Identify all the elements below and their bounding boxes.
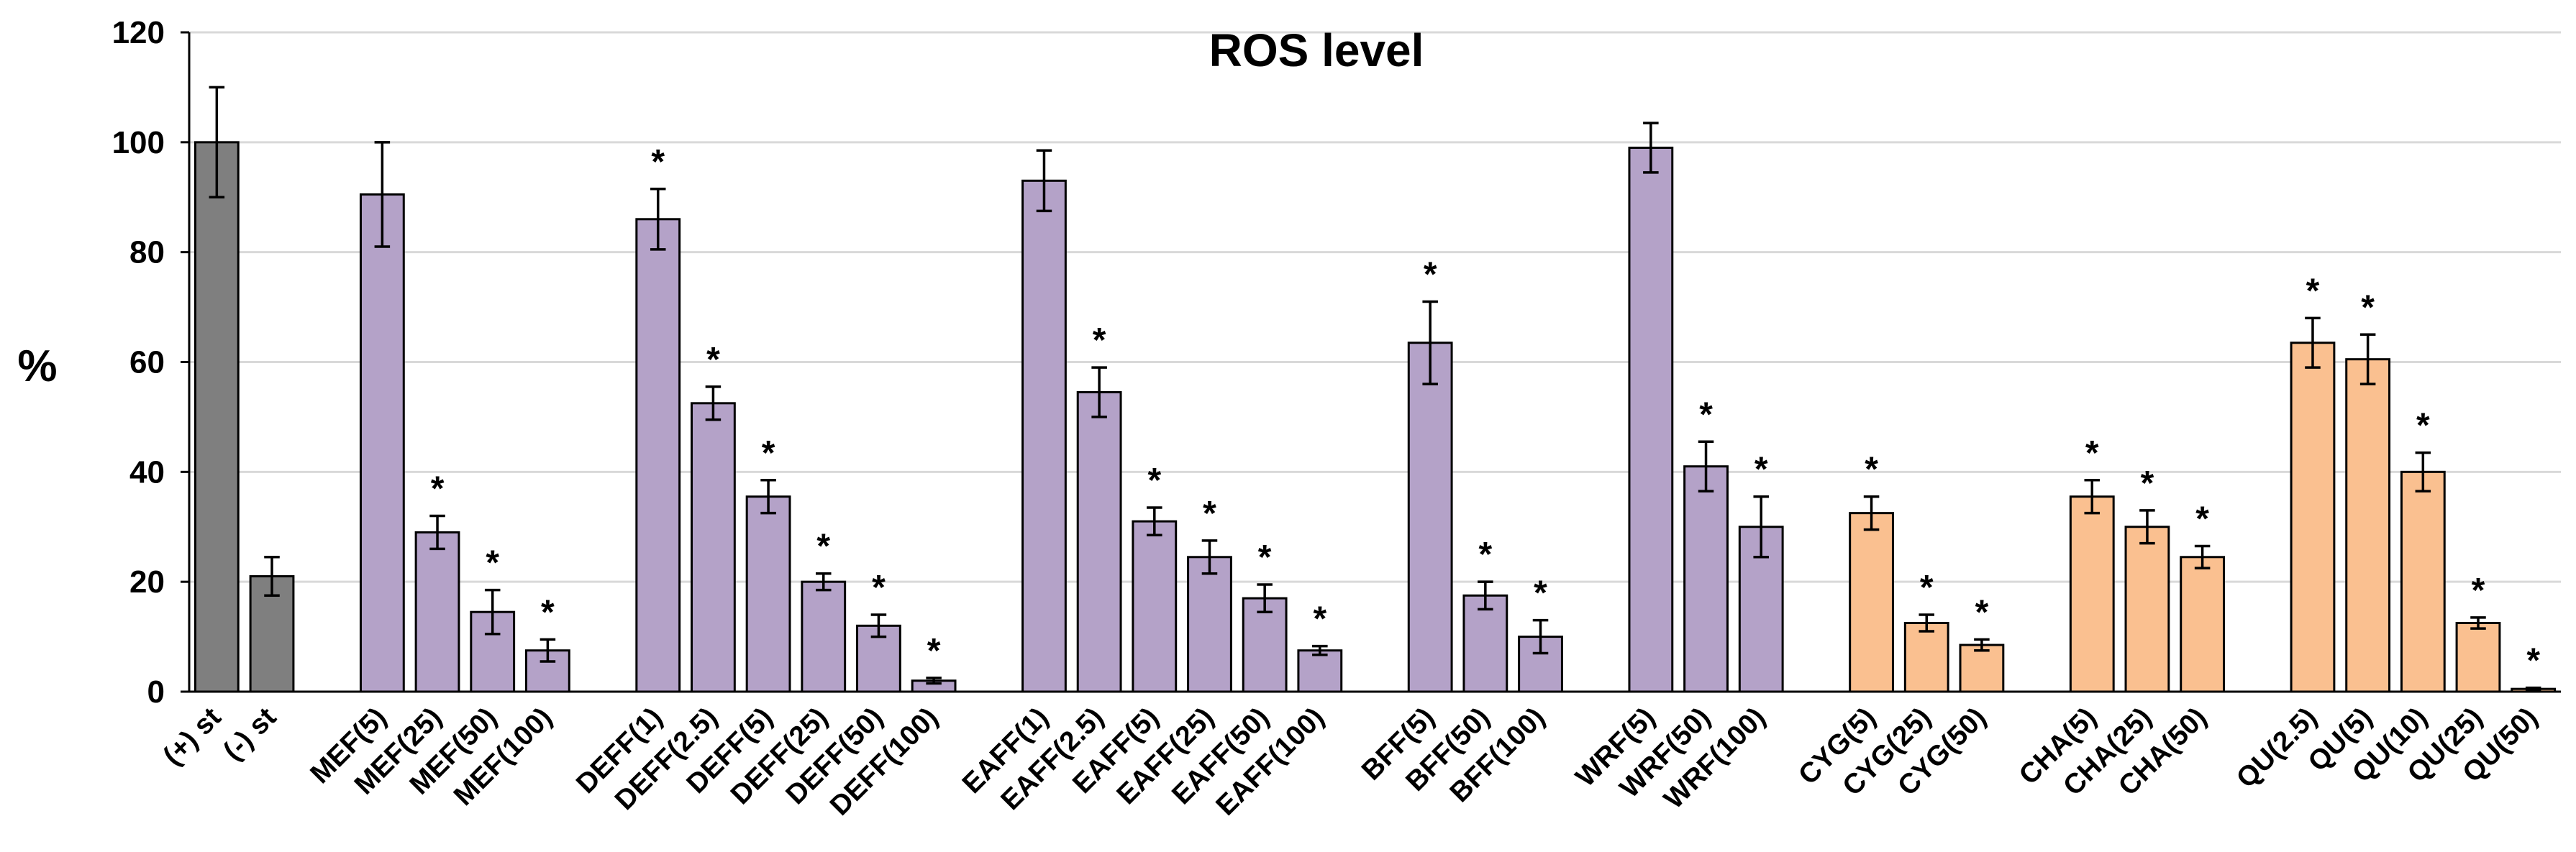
bar	[801, 580, 847, 693]
y-tick-label: 100	[112, 125, 165, 160]
y-tick-label: 0	[147, 674, 165, 710]
significance-marker: *	[2195, 500, 2209, 538]
bar	[745, 495, 791, 693]
bar	[1021, 179, 1067, 693]
significance-marker: *	[1479, 536, 1493, 574]
significance-marker: *	[651, 143, 665, 181]
bar	[1297, 649, 1343, 693]
x-tick-label: (-) st	[217, 702, 282, 766]
significance-marker: *	[1093, 321, 1106, 359]
significance-marker: *	[2306, 272, 2320, 310]
bar	[691, 402, 736, 693]
bar	[2290, 342, 2336, 693]
y-axis-label: %	[17, 342, 57, 391]
bar	[1903, 621, 1949, 693]
significance-marker: *	[1258, 539, 1272, 577]
significance-marker: *	[1920, 569, 1934, 607]
y-tick-label: 20	[129, 564, 165, 600]
bar	[2124, 526, 2170, 693]
significance-marker: *	[431, 469, 445, 508]
y-tick-labels: 0 20 40 60 80 100 120	[112, 15, 165, 710]
bars	[194, 141, 2557, 693]
significance-marker: *	[2361, 288, 2375, 326]
y-tick-label: 40	[129, 454, 165, 490]
y-tick-label: 60	[129, 345, 165, 380]
significance-marker: *	[927, 632, 941, 670]
significance-marker: *	[706, 341, 720, 379]
bar	[1076, 391, 1122, 693]
significance-marker: *	[2085, 434, 2099, 472]
significance-markers: * * * * * * * * * * * * * * * * * * * * * * * * * * * * * *	[431, 143, 2541, 680]
significance-marker: *	[1975, 593, 1989, 631]
bar	[2069, 495, 2115, 693]
x-tick-label: (+) st	[158, 702, 227, 771]
bar	[1462, 594, 1508, 693]
bar	[2455, 621, 2501, 693]
bar	[359, 193, 405, 693]
significance-marker: *	[872, 569, 886, 607]
chart-title: ROS level	[1209, 24, 1424, 76]
significance-marker: *	[1754, 451, 1768, 489]
significance-marker: *	[2416, 407, 2430, 445]
significance-marker: *	[2472, 572, 2485, 610]
bar	[2180, 556, 2226, 693]
significance-marker: *	[1313, 600, 1326, 638]
significance-marker: *	[816, 528, 830, 566]
bar	[1242, 597, 1288, 693]
y-tick-label: 80	[129, 235, 165, 270]
significance-marker: *	[1534, 574, 1547, 613]
significance-marker: *	[2526, 642, 2540, 680]
bar	[2400, 470, 2446, 693]
bar	[1628, 146, 1674, 693]
x-tick-labels: (+) st(-) st MEF(5)MEF(25)MEF(50)MEF(100)…	[158, 702, 2544, 822]
significance-marker: *	[762, 434, 775, 472]
bar	[1959, 643, 2005, 693]
bar	[1683, 465, 1729, 693]
significance-marker: *	[2141, 464, 2154, 503]
significance-marker: *	[1147, 462, 1161, 500]
bar	[635, 218, 681, 693]
bar	[1407, 342, 1453, 693]
significance-marker: *	[541, 593, 555, 631]
bar	[414, 531, 460, 693]
error-bars	[209, 86, 2541, 692]
bar	[1132, 520, 1178, 693]
significance-marker: *	[1699, 395, 1713, 434]
significance-marker: *	[1424, 255, 1437, 293]
significance-marker: *	[1865, 451, 1878, 489]
bar	[1849, 512, 1894, 693]
bar	[2345, 358, 2391, 693]
bar	[1187, 556, 1232, 693]
y-tick-label: 120	[112, 15, 165, 50]
significance-marker: *	[1203, 495, 1216, 533]
bar	[194, 141, 240, 693]
significance-marker: *	[486, 544, 499, 582]
